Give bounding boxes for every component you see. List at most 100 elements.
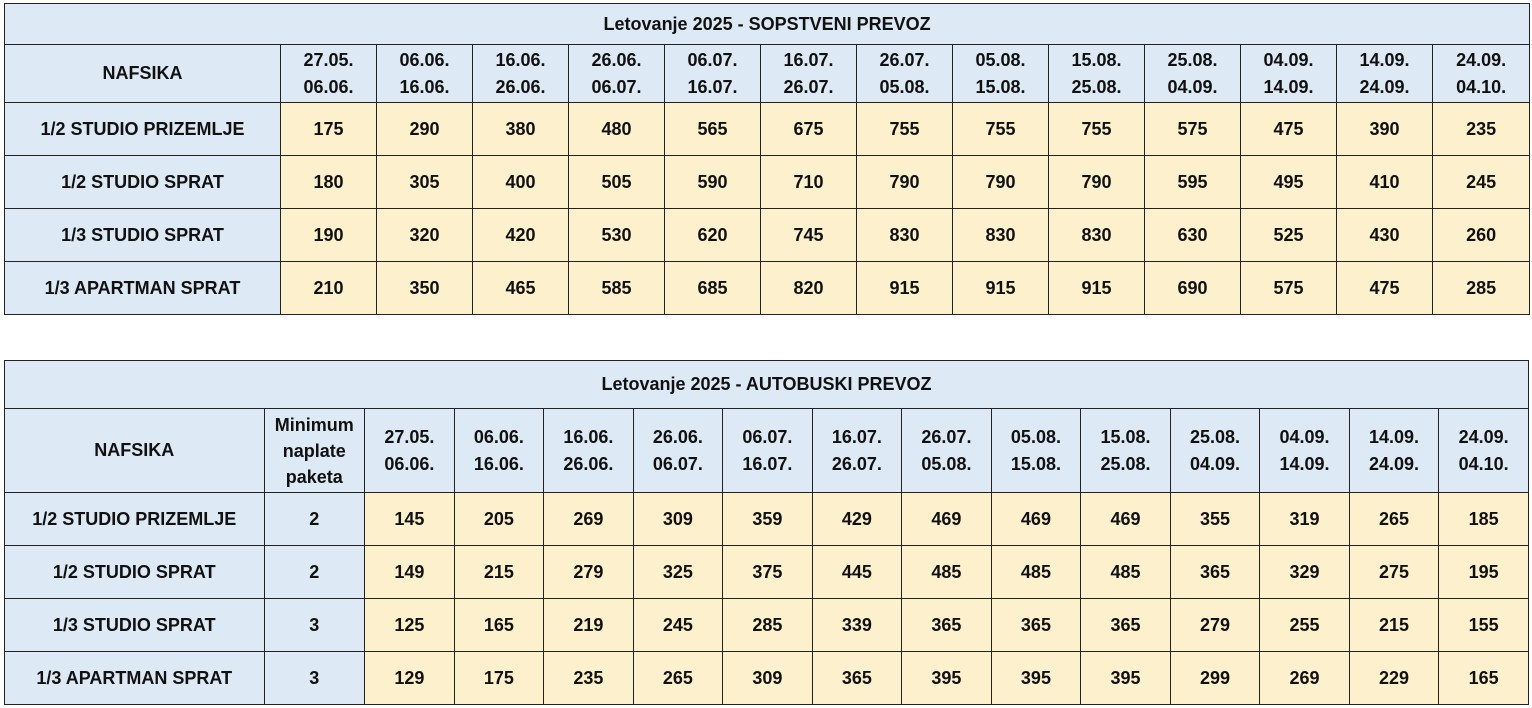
price-cell: 265 bbox=[632, 651, 724, 705]
period-header: 06.07. 16.07. bbox=[664, 44, 761, 103]
price-cell: 480 bbox=[568, 102, 665, 156]
price-cell: 675 bbox=[760, 102, 857, 156]
price-cell: 710 bbox=[760, 155, 857, 209]
price-cell: 445 bbox=[811, 545, 903, 599]
price-cell: 620 bbox=[664, 208, 761, 262]
price-cell: 469 bbox=[1080, 492, 1171, 546]
table-row: 1/2 STUDIO SPRAT 2 149 215 279 325 375 445 485 48… bbox=[4, 545, 1529, 599]
period-header: 15.08. 25.08. bbox=[1080, 408, 1171, 493]
price-cell: 215 bbox=[1348, 598, 1440, 652]
price-cell: 145 bbox=[364, 492, 455, 546]
price-cell: 359 bbox=[722, 492, 813, 546]
minimum-payment-cell: 2 bbox=[263, 492, 366, 546]
price-cell: 180 bbox=[280, 155, 377, 209]
price-cell: 380 bbox=[472, 102, 569, 156]
price-cell: 365 bbox=[901, 598, 992, 652]
price-cell: 630 bbox=[1144, 208, 1241, 262]
price-cell: 395 bbox=[1080, 651, 1171, 705]
price-cell: 575 bbox=[1240, 261, 1337, 315]
period-header: 06.07. 16.07. bbox=[722, 408, 813, 493]
price-cell: 210 bbox=[280, 261, 377, 315]
price-cell: 375 bbox=[722, 545, 813, 599]
price-cell: 820 bbox=[760, 261, 857, 315]
table-row: 1/3 APARTMAN SPRAT 3 129 175 235 265 309 365 395… bbox=[4, 651, 1529, 705]
table-row: 1/2 STUDIO SPRAT 180 305 400 505 590 710 790 790… bbox=[4, 155, 1531, 209]
price-cell: 915 bbox=[856, 261, 953, 315]
price-cell: 255 bbox=[1259, 598, 1350, 652]
period-header: 05.08. 15.08. bbox=[952, 44, 1049, 103]
price-cell: 245 bbox=[632, 598, 724, 652]
price-cell: 325 bbox=[632, 545, 724, 599]
period-header: 25.08. 04.09. bbox=[1169, 408, 1261, 493]
price-cell: 830 bbox=[856, 208, 953, 262]
price-cell: 235 bbox=[1431, 102, 1531, 156]
price-cell: 260 bbox=[1431, 208, 1531, 262]
price-cell: 590 bbox=[664, 155, 761, 209]
price-cell: 165 bbox=[453, 598, 545, 652]
price-cell: 339 bbox=[811, 598, 903, 652]
price-cell: 420 bbox=[472, 208, 569, 262]
price-cell: 149 bbox=[364, 545, 455, 599]
price-cell: 429 bbox=[811, 492, 903, 546]
price-cell: 755 bbox=[856, 102, 953, 156]
price-cell: 155 bbox=[1438, 598, 1529, 652]
price-cell: 320 bbox=[376, 208, 473, 262]
price-cell: 755 bbox=[1048, 102, 1145, 156]
price-cell: 790 bbox=[1048, 155, 1145, 209]
price-cell: 395 bbox=[901, 651, 992, 705]
period-header: 14.09. 24.09. bbox=[1348, 408, 1440, 493]
price-cell: 485 bbox=[901, 545, 992, 599]
price-cell: 585 bbox=[568, 261, 665, 315]
period-header: 15.08. 25.08. bbox=[1048, 44, 1145, 103]
price-cell: 205 bbox=[453, 492, 545, 546]
price-cell: 309 bbox=[722, 651, 813, 705]
period-header: 16.07. 26.07. bbox=[760, 44, 857, 103]
period-header: 04.09. 14.09. bbox=[1240, 44, 1337, 103]
price-cell: 830 bbox=[952, 208, 1049, 262]
price-cell: 595 bbox=[1144, 155, 1241, 209]
hotel-name: NAFSIKA bbox=[4, 44, 281, 103]
room-type-label: 1/2 STUDIO SPRAT bbox=[4, 545, 265, 599]
price-cell: 319 bbox=[1259, 492, 1350, 546]
table-row: 1/3 STUDIO SPRAT 190 320 420 530 620 745 830 830… bbox=[4, 208, 1531, 262]
price-cell: 755 bbox=[952, 102, 1049, 156]
bus-transport-price-table: Letovanje 2025 - AUTOBUSKI PREVOZ NAFSIK… bbox=[4, 360, 1529, 705]
period-header: 24.09. 04.10. bbox=[1438, 408, 1529, 493]
price-cell: 215 bbox=[453, 545, 545, 599]
period-header-row: NAFSIKA Minimum naplate paketa 27.05. 06.06… bbox=[4, 408, 1529, 493]
price-cell: 430 bbox=[1336, 208, 1433, 262]
price-cell: 195 bbox=[1438, 545, 1529, 599]
price-cell: 685 bbox=[664, 261, 761, 315]
price-cell: 790 bbox=[952, 155, 1049, 209]
price-cell: 830 bbox=[1048, 208, 1145, 262]
own-transport-price-table: Letovanje 2025 - SOPSTVENI PREVOZ NAFSIK… bbox=[3, 3, 1531, 315]
period-header: 16.06. 26.06. bbox=[543, 408, 634, 493]
price-cell: 469 bbox=[990, 492, 1082, 546]
price-cell: 229 bbox=[1348, 651, 1440, 705]
price-cell: 275 bbox=[1348, 545, 1440, 599]
price-cell: 485 bbox=[990, 545, 1082, 599]
price-cell: 125 bbox=[364, 598, 455, 652]
price-cell: 745 bbox=[760, 208, 857, 262]
price-cell: 495 bbox=[1240, 155, 1337, 209]
price-cell: 525 bbox=[1240, 208, 1337, 262]
price-cell: 575 bbox=[1144, 102, 1241, 156]
price-cell: 355 bbox=[1169, 492, 1261, 546]
minimum-payment-cell: 3 bbox=[263, 651, 366, 705]
price-cell: 305 bbox=[376, 155, 473, 209]
price-cell: 245 bbox=[1431, 155, 1531, 209]
price-cell: 565 bbox=[664, 102, 761, 156]
price-cell: 219 bbox=[543, 598, 634, 652]
period-header: 06.06. 16.06. bbox=[376, 44, 473, 103]
period-header: 26.07. 05.08. bbox=[901, 408, 992, 493]
price-cell: 175 bbox=[453, 651, 545, 705]
price-cell: 410 bbox=[1336, 155, 1433, 209]
price-cell: 309 bbox=[632, 492, 724, 546]
room-type-label: 1/2 STUDIO PRIZEMLJE bbox=[4, 492, 265, 546]
minimum-payment-cell: 2 bbox=[263, 545, 366, 599]
table-row: 1/2 STUDIO PRIZEMLJE 175 290 380 480 565 675 75… bbox=[4, 102, 1531, 156]
price-cell: 175 bbox=[280, 102, 377, 156]
price-cell: 129 bbox=[364, 651, 455, 705]
period-header: 16.07. 26.07. bbox=[811, 408, 903, 493]
period-header: 26.06. 06.07. bbox=[632, 408, 724, 493]
